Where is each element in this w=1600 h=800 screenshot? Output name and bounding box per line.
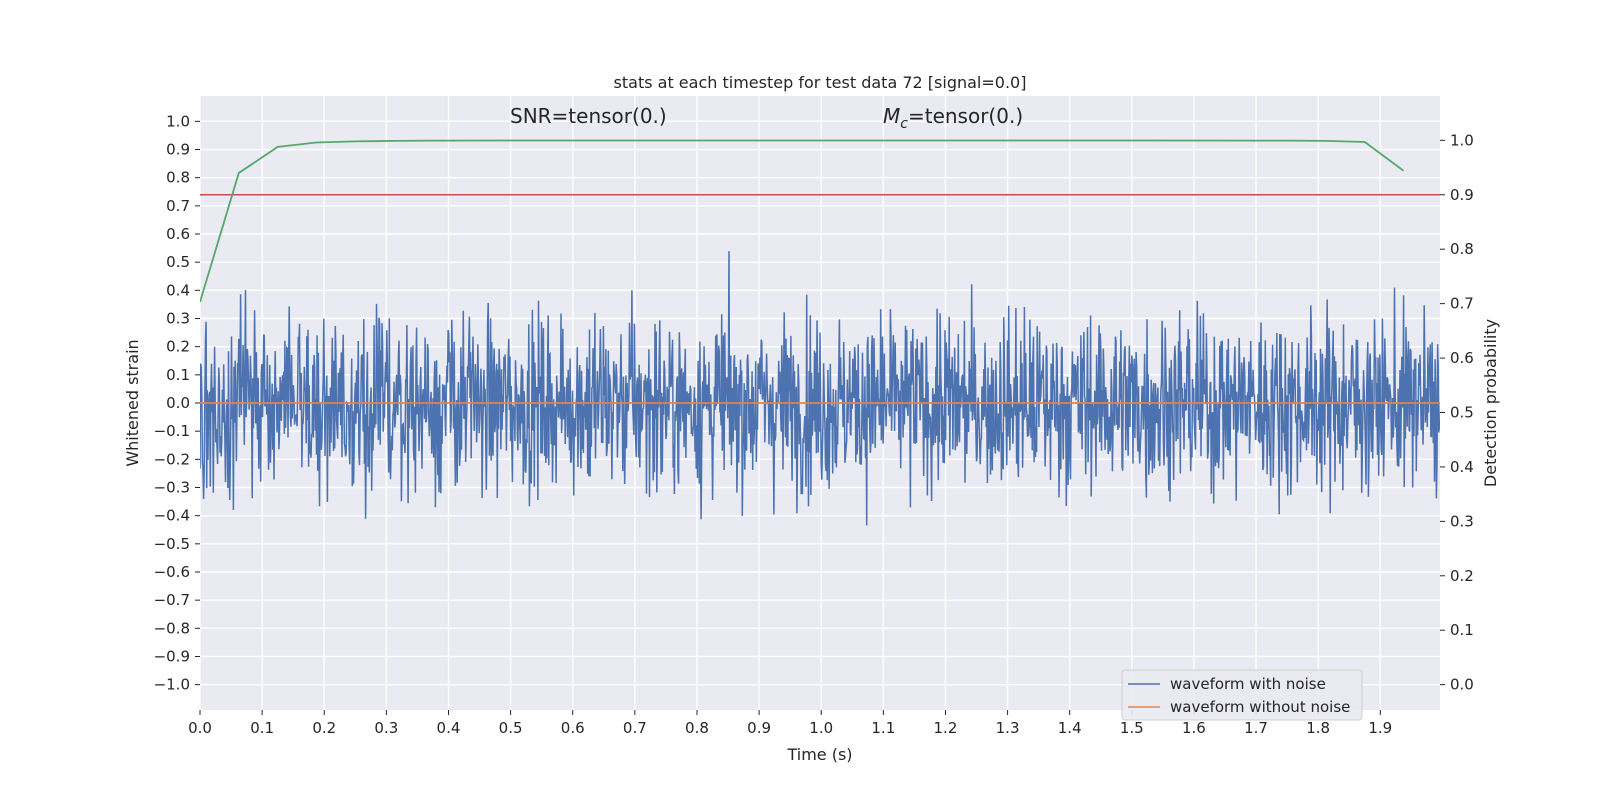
y-axis: 1.0 0.9 0.8 0.7 0.6 0.5 0.4 0.3 0.2 0.1 0.0 −0.1 −0.… xyxy=(154,112,200,694)
y-tick-label: −0.5 xyxy=(154,535,190,553)
series-group xyxy=(200,139,1440,526)
x-tick-label: 0.5 xyxy=(499,719,523,737)
x-tick-label: 0.1 xyxy=(250,719,274,737)
y-tick-label: 0.1 xyxy=(166,366,190,384)
y-right-tick-label: 0.9 xyxy=(1450,186,1474,204)
x-tick-label: 0.0 xyxy=(188,719,212,737)
series-waveform-with-noise xyxy=(200,251,1440,526)
y-axis-label: Whitened strain xyxy=(123,339,142,466)
x-tick-label: 0.7 xyxy=(623,719,647,737)
y-right-tick-label: 0.3 xyxy=(1450,512,1474,530)
y-right-tick-label: 0.5 xyxy=(1450,403,1474,421)
y-tick-label: −0.8 xyxy=(154,619,190,637)
y-right-tick-label: 0.2 xyxy=(1450,567,1474,585)
x-tick-label: 0.4 xyxy=(437,719,461,737)
series-detection-probability xyxy=(200,139,1405,303)
x-axis: 0.0 0.1 0.2 0.3 0.4 0.5 0.6 0.7 0.8 0.9 1.0 1.1 1.2 1… xyxy=(188,710,1392,737)
legend: waveform with noise waveform without noi… xyxy=(1121,669,1363,721)
y-tick-label: 0.3 xyxy=(166,310,190,328)
y-tick-label: 0.6 xyxy=(166,225,190,243)
y-tick-label: −0.9 xyxy=(154,647,190,665)
y-tick-label: 0.9 xyxy=(166,141,190,159)
x-tick-label: 1.5 xyxy=(1120,719,1144,737)
y-tick-label: 1.0 xyxy=(166,112,190,130)
y-tick-label: −0.4 xyxy=(154,507,190,525)
y-tick-label: −0.3 xyxy=(154,478,190,496)
y-right-tick-label: 1.0 xyxy=(1450,131,1474,149)
y-tick-label: −0.6 xyxy=(154,563,190,581)
x-tick-label: 1.8 xyxy=(1306,719,1330,737)
y-right-tick-label: 0.0 xyxy=(1450,676,1474,694)
y-tick-label: 0.0 xyxy=(166,394,190,412)
y-tick-label: 0.5 xyxy=(166,253,190,271)
y-axis-right-label: Detection probability xyxy=(1481,319,1500,487)
x-tick-label: 1.6 xyxy=(1182,719,1206,737)
x-tick-label: 1.9 xyxy=(1368,719,1392,737)
x-tick-label: 1.2 xyxy=(934,719,958,737)
y-tick-label: 0.8 xyxy=(166,169,190,187)
x-tick-label: 0.3 xyxy=(374,719,398,737)
y-right-tick-label: 0.6 xyxy=(1450,349,1474,367)
y-tick-label: −0.7 xyxy=(154,591,190,609)
x-tick-label: 1.0 xyxy=(809,719,833,737)
y-axis-right: 1.0 0.9 0.8 0.7 0.6 0.5 0.4 0.3 0.2 0.1 0.0 xyxy=(1440,131,1474,694)
y-tick-label: −0.1 xyxy=(154,422,190,440)
x-tick-label: 0.9 xyxy=(747,719,771,737)
x-tick-label: 1.1 xyxy=(871,719,895,737)
legend-label-clean: waveform without noise xyxy=(1170,698,1350,716)
y-tick-label: 0.4 xyxy=(166,281,190,299)
y-tick-label: −1.0 xyxy=(154,676,190,694)
legend-label-noisy: waveform with noise xyxy=(1170,675,1326,693)
y-tick-label: 0.7 xyxy=(166,197,190,215)
x-tick-label: 1.4 xyxy=(1058,719,1082,737)
snr-annotation: SNR=tensor(0.) xyxy=(510,104,667,128)
y-tick-label: −0.2 xyxy=(154,450,190,468)
y-right-tick-label: 0.8 xyxy=(1450,240,1474,258)
x-tick-label: 0.8 xyxy=(685,719,709,737)
x-tick-label: 1.7 xyxy=(1244,719,1268,737)
x-tick-label: 0.2 xyxy=(312,719,336,737)
y-right-tick-label: 0.1 xyxy=(1450,621,1474,639)
y-right-tick-label: 0.7 xyxy=(1450,295,1474,313)
x-tick-label: 0.6 xyxy=(561,719,585,737)
x-tick-label: 1.3 xyxy=(996,719,1020,737)
chirp-mass-annotation: Mc=tensor(0.) xyxy=(883,104,1023,132)
chart-title: stats at each timestep for test data 72 … xyxy=(614,73,1027,92)
x-axis-label: Time (s) xyxy=(786,745,852,764)
y-right-tick-label: 0.4 xyxy=(1450,458,1474,476)
y-tick-label: 0.2 xyxy=(166,338,190,356)
